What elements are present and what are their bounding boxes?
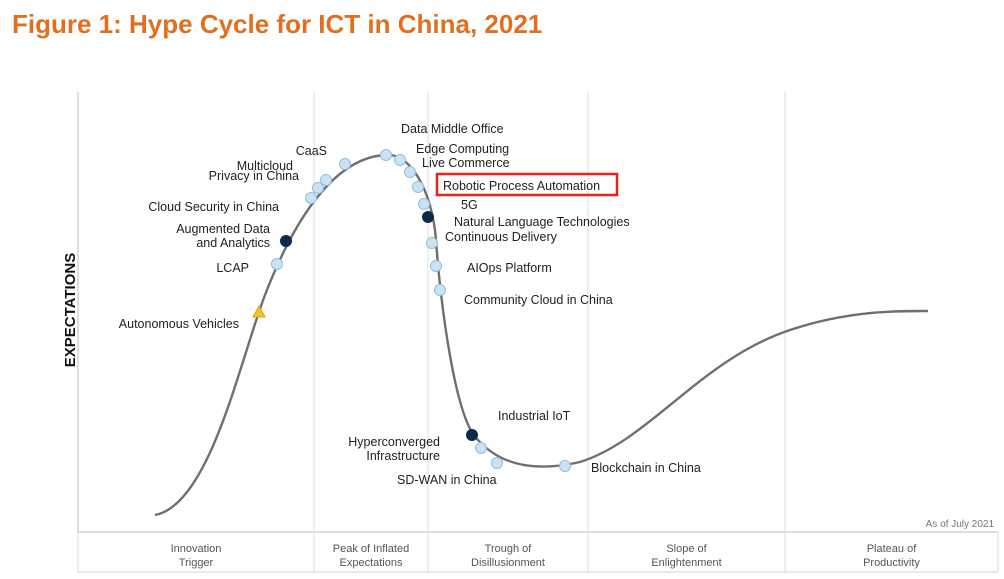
marker-community-cloud-in-china [434,284,446,296]
label-lcap: LCAP [216,261,249,275]
marker-augmented-data-and-analytics [280,235,292,247]
label-live-commerce: Live Commerce [422,156,510,170]
marker-aiops-platform [430,260,442,272]
marker-robotic-process-automation [412,181,424,193]
label-natural-language-technologies: Natural Language Technologies [454,215,630,229]
marker-lcap [271,258,283,270]
phase-plateau-of-productivity: Plateau of Productivity [863,543,920,569]
phase-peak-of-inflated-expectations: Peak of Inflated Expectations [333,543,409,569]
highlight-box [435,172,619,197]
label-edge-computing: Edge Computing [416,142,509,156]
label-aiops-platform: AIOps Platform [467,261,552,275]
marker-data-middle-office [380,149,392,161]
marker-edge-computing [394,154,406,166]
label-5g: 5G [461,198,478,212]
label-hyperconverged-infrastructure: Hyperconverged Infrastructure [348,435,440,463]
label-caas: CaaS [296,144,327,158]
marker-natural-language-technologies [422,211,434,223]
marker-cloud-security-in-china [305,192,317,204]
figure-title: Figure 1: Hype Cycle for ICT in China, 2… [12,9,543,39]
marker-caas [339,158,351,170]
label-cloud-security-in-china: Cloud Security in China [148,200,279,214]
label-industrial-iot: Industrial IoT [498,409,571,423]
hype-curve-layer [154,153,929,517]
marker-sd-wan-in-china [491,457,503,469]
label-continuous-delivery: Continuous Delivery [445,230,558,244]
phase-labels: Innovation Trigger Peak of Inflated Expecta… [171,543,921,569]
marker-blockchain-in-china [559,460,571,472]
hype-curve [154,153,929,517]
label-robotic-process-automation: Robotic Process Automation [443,179,600,193]
label-augmented-data-and-analytics: Augmented Data and Analytics [176,222,270,250]
y-axis-label: EXPECTATIONS [62,253,79,367]
marker-live-commerce [404,166,416,178]
as-of-note: As of July 2021 [926,519,995,530]
marker-hyperconverged-infrastructure [475,442,487,454]
phase-innovation-trigger: Innovation Trigger [171,543,222,569]
chart-frame: EXPECTATIONS As of July 2021 [62,92,999,573]
label-privacy-in-china: Privacy in China [209,169,299,183]
marker-autonomous-vehicles [252,304,266,318]
phase-trough-of-disillusionment: Trough of Disillusionment [471,543,545,569]
marker-privacy-in-china [312,182,324,194]
technology-markers [252,149,571,472]
phase-slope-of-enlightenment: Slope of Enlightenment [651,543,721,569]
label-data-middle-office: Data Middle Office [401,122,504,136]
marker-continuous-delivery [426,237,438,249]
technology-labels: Autonomous Vehicles LCAP Augmented Data and… [119,122,701,487]
marker-multicloud [320,174,332,186]
label-blockchain-in-china: Blockchain in China [591,461,701,475]
label-autonomous-vehicles: Autonomous Vehicles [119,317,239,331]
label-sd-wan-in-china: SD-WAN in China [397,473,497,487]
marker-5g [418,198,430,210]
label-multicloud: Multicloud [237,159,293,173]
label-community-cloud-in-china: Community Cloud in China [464,293,613,307]
marker-industrial-iot [466,429,478,441]
